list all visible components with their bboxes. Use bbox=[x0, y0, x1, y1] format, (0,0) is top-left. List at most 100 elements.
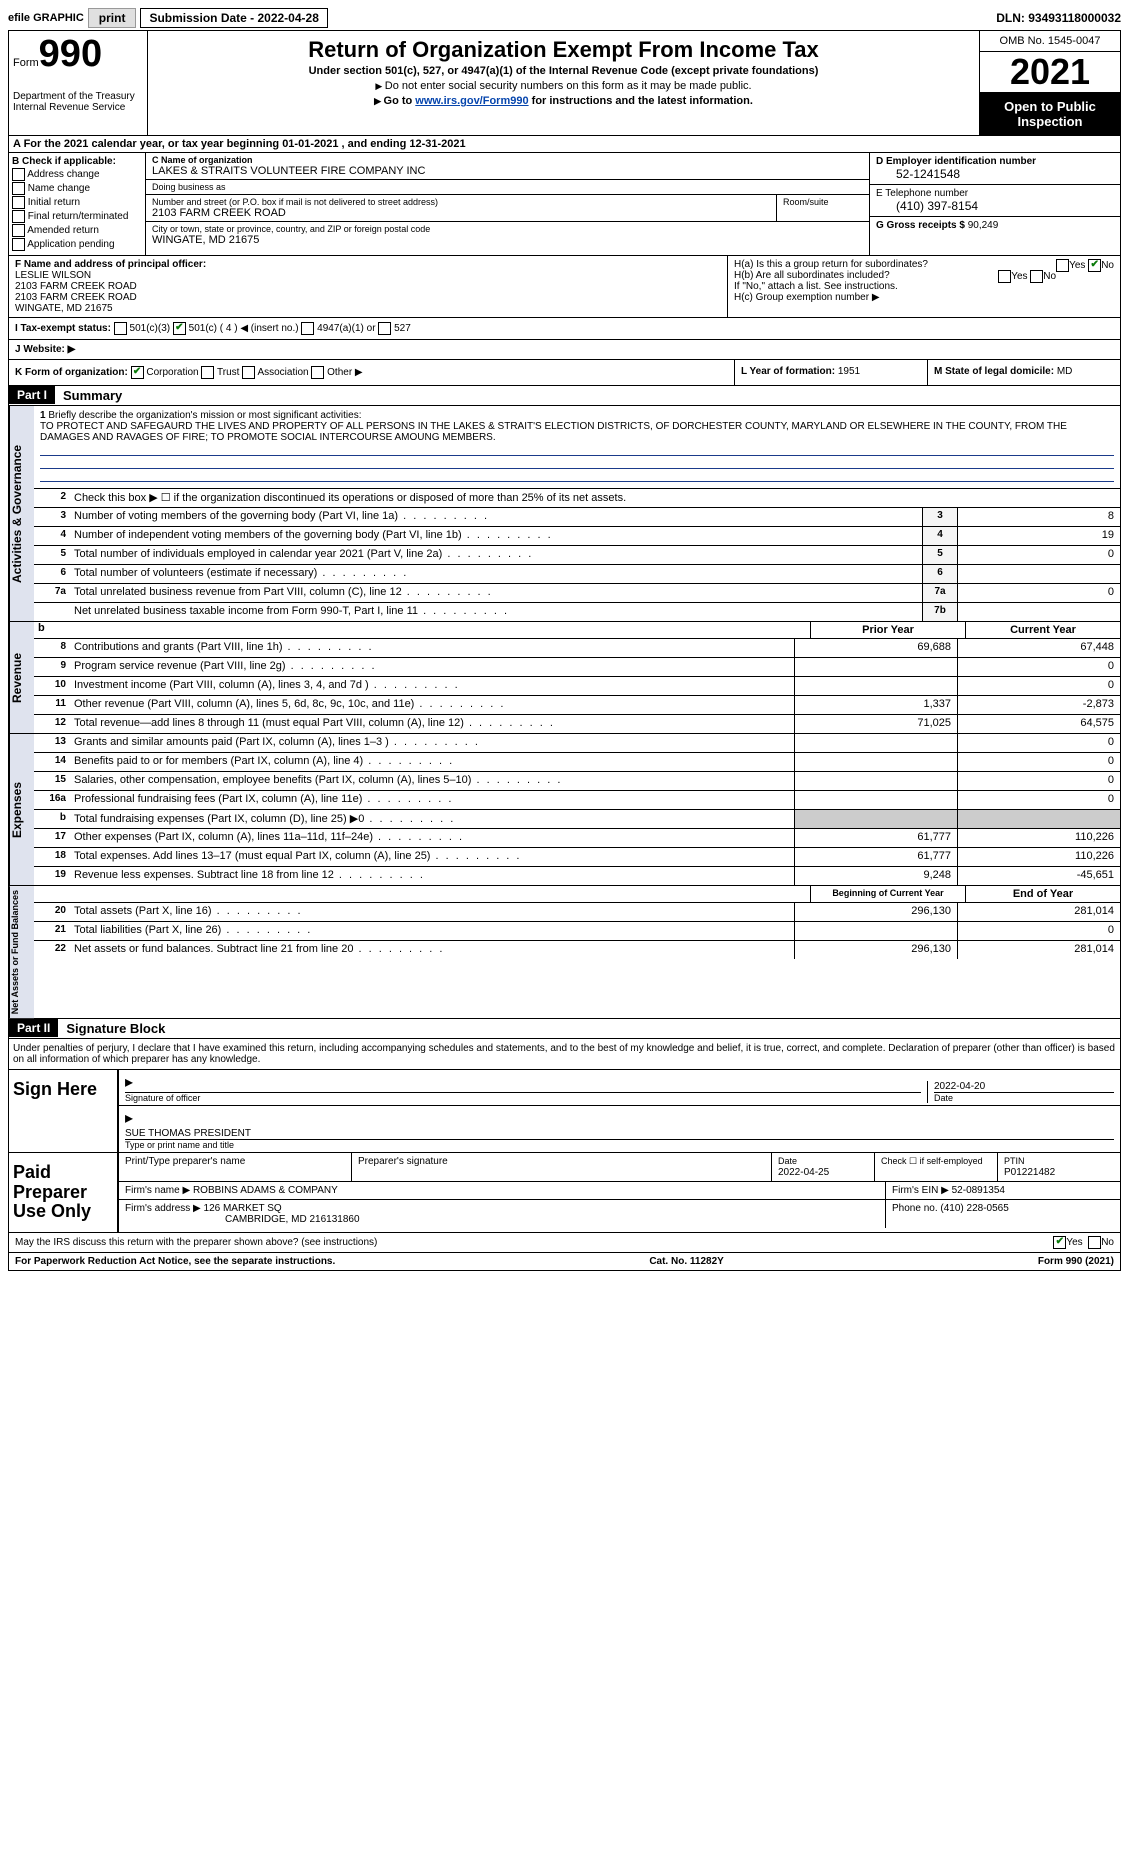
officer-addr3: WINGATE, MD 21675 bbox=[15, 303, 721, 314]
col-f-officer: F Name and address of principal officer:… bbox=[9, 256, 728, 317]
table-row: 12Total revenue—add lines 8 through 11 (… bbox=[34, 715, 1120, 733]
declaration-text: Under penalties of perjury, I declare th… bbox=[9, 1039, 1120, 1070]
table-row: 22Net assets or fund balances. Subtract … bbox=[34, 941, 1120, 959]
officer-typed-name: SUE THOMAS PRESIDENT bbox=[125, 1128, 1114, 1139]
part1-badge: Part I bbox=[9, 386, 55, 404]
netassets-section: Net Assets or Fund Balances Beginning of… bbox=[9, 886, 1120, 1019]
discuss-no[interactable] bbox=[1088, 1236, 1101, 1249]
chk-527[interactable] bbox=[378, 322, 391, 335]
table-row: 16aProfessional fundraising fees (Part I… bbox=[34, 791, 1120, 810]
expenses-tab: Expenses bbox=[9, 734, 34, 885]
b-label: B Check if applicable: bbox=[12, 156, 142, 167]
chk-4947[interactable] bbox=[301, 322, 314, 335]
dln-label: DLN: 93493118000032 bbox=[996, 11, 1121, 25]
street-value: 2103 FARM CREEK ROAD bbox=[152, 207, 770, 219]
chk-pending[interactable] bbox=[12, 238, 25, 251]
col-d-ids: D Employer identification number 52-1241… bbox=[869, 153, 1120, 255]
sig-officer-label: Signature of officer bbox=[125, 1092, 921, 1103]
form-number: 990 bbox=[39, 33, 102, 75]
ha-yes[interactable] bbox=[1056, 259, 1069, 272]
firm-addr2: CAMBRIDGE, MD 216131860 bbox=[125, 1214, 360, 1225]
discuss-row: May the IRS discuss this return with the… bbox=[9, 1233, 1120, 1253]
firm-addr1: 126 MARKET SQ bbox=[204, 1203, 282, 1214]
sign-here-section: Sign Here Signature of officer 2022-04-2… bbox=[9, 1070, 1120, 1153]
header-left: Form990 Department of the Treasury Inter… bbox=[9, 31, 148, 135]
col-c-org: C Name of organization LAKES & STRAITS V… bbox=[146, 153, 869, 255]
hb-no[interactable] bbox=[1030, 270, 1043, 283]
begin-year-header: Beginning of Current Year bbox=[810, 886, 965, 902]
revenue-tab: Revenue bbox=[9, 622, 34, 733]
table-row: 6Total number of volunteers (estimate if… bbox=[34, 565, 1120, 584]
chk-assoc[interactable] bbox=[242, 366, 255, 379]
chk-address[interactable] bbox=[12, 168, 25, 181]
expenses-section: Expenses 13Grants and similar amounts pa… bbox=[9, 734, 1120, 886]
inspection-badge: Open to Public Inspection bbox=[980, 93, 1120, 135]
chk-trust[interactable] bbox=[201, 366, 214, 379]
chk-final[interactable] bbox=[12, 210, 25, 223]
org-name: LAKES & STRAITS VOLUNTEER FIRE COMPANY I… bbox=[152, 165, 863, 177]
chk-501c[interactable] bbox=[173, 322, 186, 335]
table-row: 15Salaries, other compensation, employee… bbox=[34, 772, 1120, 791]
hc-label: H(c) Group exemption number ▶ bbox=[734, 292, 1114, 303]
table-row: 18Total expenses. Add lines 13–17 (must … bbox=[34, 848, 1120, 867]
phone-label: E Telephone number bbox=[876, 188, 1114, 199]
hb-label: H(b) Are all subordinates included? bbox=[734, 270, 890, 281]
table-row: 10Investment income (Part VIII, column (… bbox=[34, 677, 1120, 696]
submission-date: Submission Date - 2022-04-28 bbox=[140, 8, 327, 28]
state-domicile: MD bbox=[1057, 366, 1073, 377]
table-row: bTotal fundraising expenses (Part IX, co… bbox=[34, 810, 1120, 829]
gross-value: 90,249 bbox=[968, 220, 999, 231]
table-row: 13Grants and similar amounts paid (Part … bbox=[34, 734, 1120, 753]
chk-name[interactable] bbox=[12, 182, 25, 195]
line2-desc: Check this box ▶ ☐ if the organization d… bbox=[70, 489, 1120, 507]
goto-pre: Go to bbox=[374, 95, 415, 107]
mission-block: 1 Briefly describe the organization's mi… bbox=[34, 406, 1120, 489]
chk-501c3[interactable] bbox=[114, 322, 127, 335]
chk-amended[interactable] bbox=[12, 224, 25, 237]
print-button[interactable]: print bbox=[88, 8, 137, 28]
form-label: Form bbox=[13, 57, 39, 69]
ha-label: H(a) Is this a group return for subordin… bbox=[734, 259, 928, 270]
table-row: Net unrelated business taxable income fr… bbox=[34, 603, 1120, 621]
dba-label: Doing business as bbox=[152, 182, 863, 192]
header-center: Return of Organization Exempt From Incom… bbox=[148, 31, 979, 135]
part1-title: Summary bbox=[55, 386, 130, 405]
irs-link[interactable]: www.irs.gov/Form990 bbox=[415, 95, 528, 107]
table-row: 14Benefits paid to or for members (Part … bbox=[34, 753, 1120, 772]
ein-value: 52-1241548 bbox=[876, 167, 1114, 181]
gross-label: G Gross receipts $ bbox=[876, 220, 965, 231]
form-title: Return of Organization Exempt From Incom… bbox=[156, 37, 971, 63]
dept-label: Department of the Treasury Internal Reve… bbox=[13, 91, 143, 113]
revenue-section: Revenue b Prior Year Current Year 8Contr… bbox=[9, 622, 1120, 734]
chk-initial[interactable] bbox=[12, 196, 25, 209]
current-year-header: Current Year bbox=[965, 622, 1120, 638]
section-fh: F Name and address of principal officer:… bbox=[9, 256, 1120, 318]
sign-here-label: Sign Here bbox=[9, 1070, 117, 1152]
header-right: OMB No. 1545-0047 2021 Open to Public In… bbox=[979, 31, 1120, 135]
row-j-website: J Website: ▶ bbox=[9, 340, 1120, 360]
table-row: 4Number of independent voting members of… bbox=[34, 527, 1120, 546]
table-row: 8Contributions and grants (Part VIII, li… bbox=[34, 639, 1120, 658]
chk-corp[interactable] bbox=[131, 366, 144, 379]
chk-other[interactable] bbox=[311, 366, 324, 379]
form-header: Form990 Department of the Treasury Inter… bbox=[9, 31, 1120, 136]
year-formation: 1951 bbox=[838, 366, 860, 377]
ha-no[interactable] bbox=[1088, 259, 1101, 272]
paid-prep-label: Paid Preparer Use Only bbox=[9, 1153, 117, 1232]
table-row: 19Revenue less expenses. Subtract line 1… bbox=[34, 867, 1120, 885]
city-value: WINGATE, MD 21675 bbox=[152, 234, 863, 246]
form-container: Form990 Department of the Treasury Inter… bbox=[8, 30, 1121, 1271]
discuss-yes[interactable] bbox=[1053, 1236, 1066, 1249]
hb-yes[interactable] bbox=[998, 270, 1011, 283]
prep-date: 2022-04-25 bbox=[778, 1167, 829, 1178]
table-row: 3Number of voting members of the governi… bbox=[34, 508, 1120, 527]
part1-header-row: Part I Summary bbox=[9, 386, 1120, 406]
ssn-note: Do not enter social security numbers on … bbox=[156, 80, 971, 92]
officer-addr1: 2103 FARM CREEK ROAD bbox=[15, 281, 721, 292]
col-b-checkboxes: B Check if applicable: Address change Na… bbox=[9, 153, 146, 255]
end-year-header: End of Year bbox=[965, 886, 1120, 902]
part2-title: Signature Block bbox=[58, 1019, 173, 1038]
row-k-formation: K Form of organization: Corporation Trus… bbox=[9, 360, 1120, 386]
table-row: 7aTotal unrelated business revenue from … bbox=[34, 584, 1120, 603]
footer-bottom: For Paperwork Reduction Act Notice, see … bbox=[9, 1253, 1120, 1270]
